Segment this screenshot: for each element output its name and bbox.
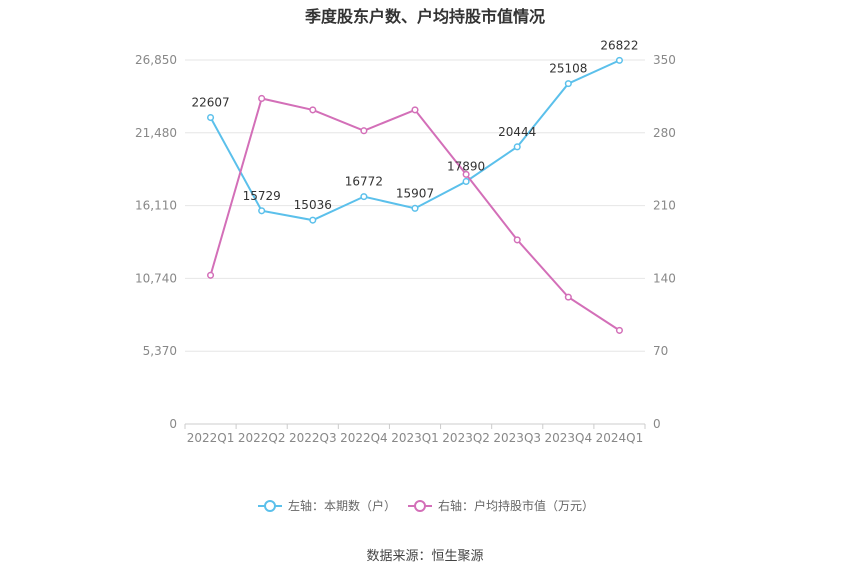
data-point-1 bbox=[309, 216, 317, 224]
data-labels: 22607 15729 15036 16772 15907 17890 20444 25108… bbox=[191, 38, 638, 212]
right-tick-label: 280 bbox=[653, 126, 676, 140]
x-tick-label: 2022Q2 bbox=[238, 431, 286, 445]
left-tick-label: 16,110 bbox=[135, 199, 177, 213]
left-tick-label: 21,480 bbox=[135, 126, 177, 140]
right-tick-label: 350 bbox=[653, 53, 676, 67]
left-axis-ticks: 0 5,370 10,740 16,110 21,480 26,850 bbox=[135, 53, 177, 431]
left-tick-label: 0 bbox=[169, 417, 177, 431]
data-point-1 bbox=[411, 204, 419, 212]
x-tick-label: 2024Q1 bbox=[596, 431, 644, 445]
data-point-1 bbox=[615, 56, 623, 64]
data-label: 20444 bbox=[498, 125, 536, 139]
left-tick-label: 10,740 bbox=[135, 271, 177, 285]
left-tick-label: 26,850 bbox=[135, 53, 177, 67]
x-tick-label: 2022Q4 bbox=[340, 431, 388, 445]
data-label: 15907 bbox=[396, 186, 434, 200]
legend: 左轴：本期数（户） 右轴：户均持股市值（万元） bbox=[258, 498, 594, 513]
legend-label-1: 左轴：本期数（户） bbox=[288, 498, 396, 513]
data-point-2 bbox=[462, 170, 470, 178]
data-point-1 bbox=[564, 80, 572, 88]
right-tick-label: 140 bbox=[653, 271, 676, 285]
data-point-2 bbox=[411, 106, 419, 114]
data-point-1 bbox=[207, 113, 215, 122]
data-label: 15729 bbox=[243, 189, 281, 203]
legend-marker-2 bbox=[414, 500, 426, 512]
series-points bbox=[207, 56, 623, 334]
chart: 0 5,370 10,740 16,110 21,480 26,850 0 70 140 210… bbox=[135, 38, 676, 513]
data-label: 15036 bbox=[294, 198, 332, 212]
chart-title: 季度股东户数、户均持股市值情况 bbox=[304, 7, 545, 26]
data-point-2 bbox=[309, 106, 317, 114]
data-label: 22607 bbox=[191, 96, 229, 110]
x-tick-label: 2023Q1 bbox=[391, 431, 439, 445]
left-tick-label: 5,370 bbox=[143, 344, 177, 358]
data-label: 26822 bbox=[600, 38, 638, 52]
right-tick-label: 0 bbox=[653, 417, 661, 431]
grid bbox=[185, 59, 645, 425]
data-point-1 bbox=[360, 193, 368, 201]
data-label: 16772 bbox=[345, 175, 383, 189]
source-note: 数据来源：恒生聚源 bbox=[366, 549, 484, 564]
data-point-2 bbox=[360, 127, 368, 135]
right-tick-label: 70 bbox=[653, 344, 668, 358]
data-point-1 bbox=[462, 177, 470, 186]
data-point-2 bbox=[513, 236, 521, 244]
x-tick-label: 2023Q4 bbox=[545, 431, 593, 445]
legend-marker-1 bbox=[264, 500, 276, 512]
data-point-2 bbox=[258, 94, 266, 103]
right-tick-label: 210 bbox=[653, 199, 676, 213]
x-axis-ticks: 2022Q1 2022Q2 2022Q3 2022Q4 2023Q1 2023Q2 2023… bbox=[184, 424, 646, 445]
data-point-2 bbox=[207, 271, 215, 279]
data-point-2 bbox=[615, 326, 623, 334]
data-label: 17890 bbox=[447, 159, 485, 173]
data-label: 25108 bbox=[549, 62, 587, 76]
data-point-1 bbox=[258, 207, 266, 215]
data-point-2 bbox=[564, 293, 572, 301]
x-tick-label: 2023Q3 bbox=[493, 431, 541, 445]
legend-label-2: 右轴：户均持股市值（万元） bbox=[438, 498, 594, 513]
data-point-1 bbox=[513, 143, 521, 151]
right-axis-ticks: 0 70 140 210 280 350 bbox=[653, 53, 676, 431]
x-tick-label: 2023Q2 bbox=[442, 431, 490, 445]
x-tick-label: 2022Q3 bbox=[289, 431, 337, 445]
x-tick-label: 2022Q1 bbox=[187, 431, 235, 445]
